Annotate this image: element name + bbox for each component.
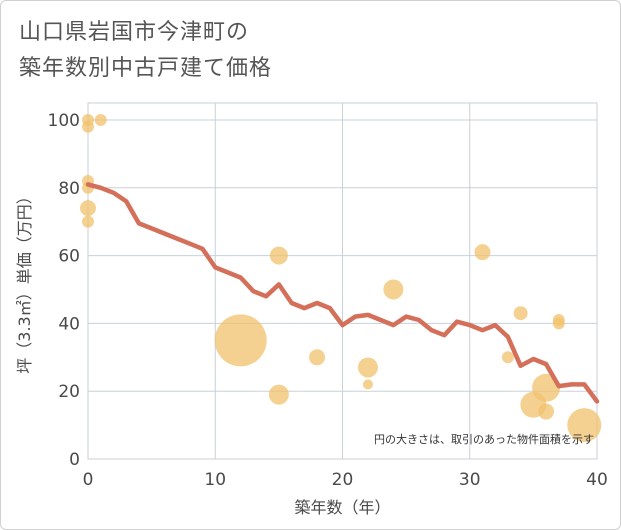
bubble-point [214, 314, 267, 367]
bubble-point [82, 120, 94, 133]
average-line-series [85, 182, 600, 404]
chart-title: 山口県岩国市今津町の 築年数別中古戸建て価格 [19, 15, 599, 87]
gridlines [87, 103, 598, 460]
y-tick-label: 60 [58, 247, 80, 267]
bubble-point [538, 403, 555, 420]
bubble-point [268, 384, 289, 405]
y-tick-label: 80 [58, 179, 80, 199]
bubble-point [309, 349, 326, 366]
axis-ticks: 0 10 20 30 40 0 20 40 60 80 100 [48, 111, 608, 490]
y-axis-label: 坪（3.3㎡）単価（万円） [15, 188, 34, 373]
x-tick-label: 40 [586, 470, 608, 490]
bubble-size-note: 円の大きさは、取引のあった物件面積を示す [374, 432, 594, 446]
bubble-point [269, 246, 288, 265]
bubble-point [94, 113, 107, 126]
bubble-point [82, 215, 94, 228]
bubble-point [501, 351, 514, 364]
chart-title-line2: 築年数別中古戸建て価格 [19, 56, 273, 81]
bubble-point [383, 279, 404, 300]
x-tick-label: 10 [204, 470, 226, 490]
bubble-point [513, 306, 528, 321]
bubble-point [362, 379, 373, 390]
bubble-series [80, 113, 602, 443]
bubble-point [357, 357, 378, 378]
y-tick-label: 40 [58, 314, 80, 334]
bubble-point [552, 317, 565, 330]
bubble-point [567, 408, 602, 443]
bubble-point [474, 244, 491, 261]
x-tick-label: 20 [332, 470, 354, 490]
x-tick-label: 0 [83, 470, 94, 490]
x-tick-label: 30 [459, 470, 481, 490]
chart-title-line1: 山口県岩国市今津町の [19, 20, 250, 45]
average-line [85, 182, 600, 404]
y-tick-label: 0 [69, 450, 80, 470]
y-tick-label: 100 [48, 111, 80, 131]
x-axis-label: 築年数（年） [294, 498, 390, 517]
bubble-point [80, 200, 96, 217]
y-tick-label: 20 [58, 382, 80, 402]
bubble-point [532, 373, 561, 402]
